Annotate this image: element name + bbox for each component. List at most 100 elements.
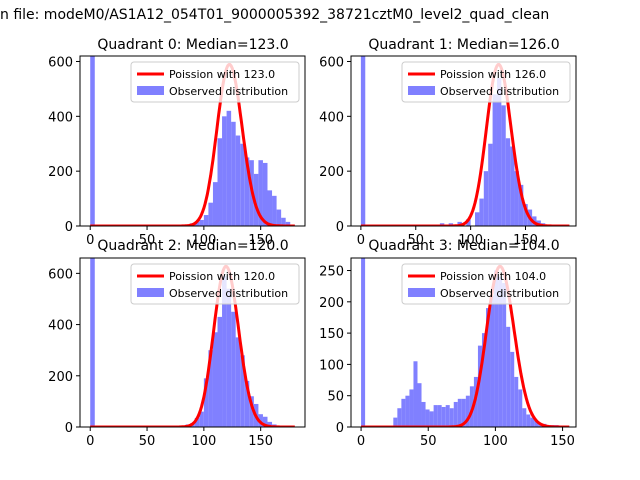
histogram-bar (475, 212, 480, 226)
legend-label-poisson: Poission with 126.0 (440, 68, 546, 81)
histogram-bar (413, 361, 418, 427)
legend-label-observed: Observed distribution (169, 287, 288, 300)
poisson-curve (89, 264, 296, 427)
axes-frame (79, 55, 306, 227)
y-tick-label: 200 (319, 296, 344, 311)
poisson-curve (89, 63, 296, 226)
histogram-bar (194, 221, 200, 226)
histogram-bar (258, 160, 263, 226)
legend-label-observed: Observed distribution (169, 85, 288, 98)
panel-quadrant-3: Quadrant 3: Median=104.0 0 50 100 150 0 50 100… (319, 238, 577, 449)
histogram-bar (518, 184, 524, 226)
panel-quadrant-0: Quadrant 0: Median=123.0 0 50 100 150 0 200 40… (48, 37, 306, 248)
histogram-bar (244, 157, 250, 226)
legend-label-poisson: Poission with 104.0 (440, 270, 546, 283)
histogram-bar (498, 276, 503, 427)
y-tick-label: 600 (48, 55, 73, 70)
axes-frame (350, 55, 577, 227)
histogram-bar (522, 408, 527, 427)
histogram-bar (262, 416, 268, 427)
histogram-bar (360, 56, 366, 226)
panel-quadrant-2: Quadrant 2: Median=120.0 0 50 100 150 0 200 40… (48, 238, 306, 449)
histogram-bar (393, 417, 398, 427)
y-tick-label: 250 (319, 265, 344, 280)
histogram-bar (481, 333, 486, 427)
histogram-bar (488, 143, 493, 226)
y-tick-label: 0 (65, 220, 73, 235)
legend-bar-swatch (137, 86, 164, 95)
histogram-bar (199, 411, 204, 427)
figure-suptitle: n file: modeM0/AS1A12_054T01_9000005392_… (0, 7, 549, 23)
histogram-bar (253, 173, 259, 226)
histogram-bar (465, 395, 470, 427)
x-tick-label: 150 (248, 434, 273, 449)
legend-frame (130, 263, 300, 305)
histogram-bar (496, 77, 502, 226)
histogram-bar (526, 414, 531, 427)
histogram-bar (421, 401, 426, 427)
histogram-bar (486, 308, 491, 427)
y-tick-label: 0 (336, 421, 344, 436)
histogram-bar (483, 171, 489, 226)
histogram-bar (212, 332, 218, 427)
histogram-bar (240, 355, 245, 427)
legend-label-observed: Observed distribution (440, 85, 559, 98)
histogram-bar (518, 389, 523, 427)
histogram-bar (203, 378, 209, 427)
histogram-bar (285, 221, 291, 226)
histogram-bar (466, 219, 471, 226)
y-tick-label: 600 (48, 267, 73, 282)
legend-bar-swatch (408, 288, 435, 297)
histogram-bar (490, 295, 495, 427)
histogram-bar (361, 258, 366, 427)
histogram-bar (276, 209, 282, 226)
x-tick-label: 100 (191, 233, 216, 248)
poisson-curve (360, 63, 570, 226)
legend-label-poisson: Poission with 123.0 (169, 68, 275, 81)
histogram-bar (199, 219, 204, 226)
legend-frame (401, 61, 571, 103)
y-tick-label: 50 (327, 390, 344, 405)
histogram-bar (217, 138, 223, 226)
histogram-bar (437, 405, 442, 427)
histogram-bar (217, 316, 223, 427)
x-tick-label: 100 (458, 233, 483, 248)
histogram-bar (510, 146, 515, 226)
legend: Poission with 123.0 Observed distribution (130, 61, 300, 103)
histogram-bar (231, 311, 236, 427)
y-tick-label: 400 (319, 110, 344, 125)
y-tick-label: 0 (336, 220, 344, 235)
x-tick-label: 100 (191, 434, 216, 449)
y-tick-label: 600 (319, 55, 344, 70)
legend: Poission with 120.0 Observed distribution (130, 263, 300, 305)
histogram-bar (249, 396, 254, 427)
histogram-bar (461, 398, 466, 427)
panel-title-1: Quadrant 1: Median=126.0 (368, 37, 559, 53)
panel-title-3: Quadrant 3: Median=104.0 (368, 238, 559, 254)
legend: Poission with 126.0 Observed distribution (401, 61, 571, 103)
histogram-bar (523, 204, 528, 226)
histogram-bar (510, 351, 515, 427)
x-tick-label: 150 (550, 434, 575, 449)
legend-bar-swatch (137, 288, 164, 297)
histogram-bar (262, 162, 268, 226)
histogram-bar (457, 398, 462, 427)
histogram-bar (222, 275, 227, 427)
x-tick-label: 50 (139, 434, 156, 449)
panel-quadrant-1: Quadrant 1: Median=126.0 0 50 100 150 0 200 40… (319, 37, 577, 248)
histogram-bar (90, 258, 95, 427)
histogram-bar (492, 94, 497, 226)
x-tick-label: 0 (86, 434, 94, 449)
histogram-bar (194, 418, 200, 427)
y-tick-label: 200 (48, 370, 73, 385)
x-tick-label: 150 (513, 233, 538, 248)
histogram-bar (405, 395, 410, 427)
axes-frame (350, 257, 577, 428)
histogram-bar (231, 121, 236, 226)
histogram-bar (240, 143, 245, 226)
y-tick-label: 400 (48, 319, 73, 334)
y-tick-label: 200 (319, 165, 344, 180)
x-tick-label: 150 (248, 233, 273, 248)
x-tick-label: 50 (139, 233, 156, 248)
legend-frame (130, 61, 300, 103)
